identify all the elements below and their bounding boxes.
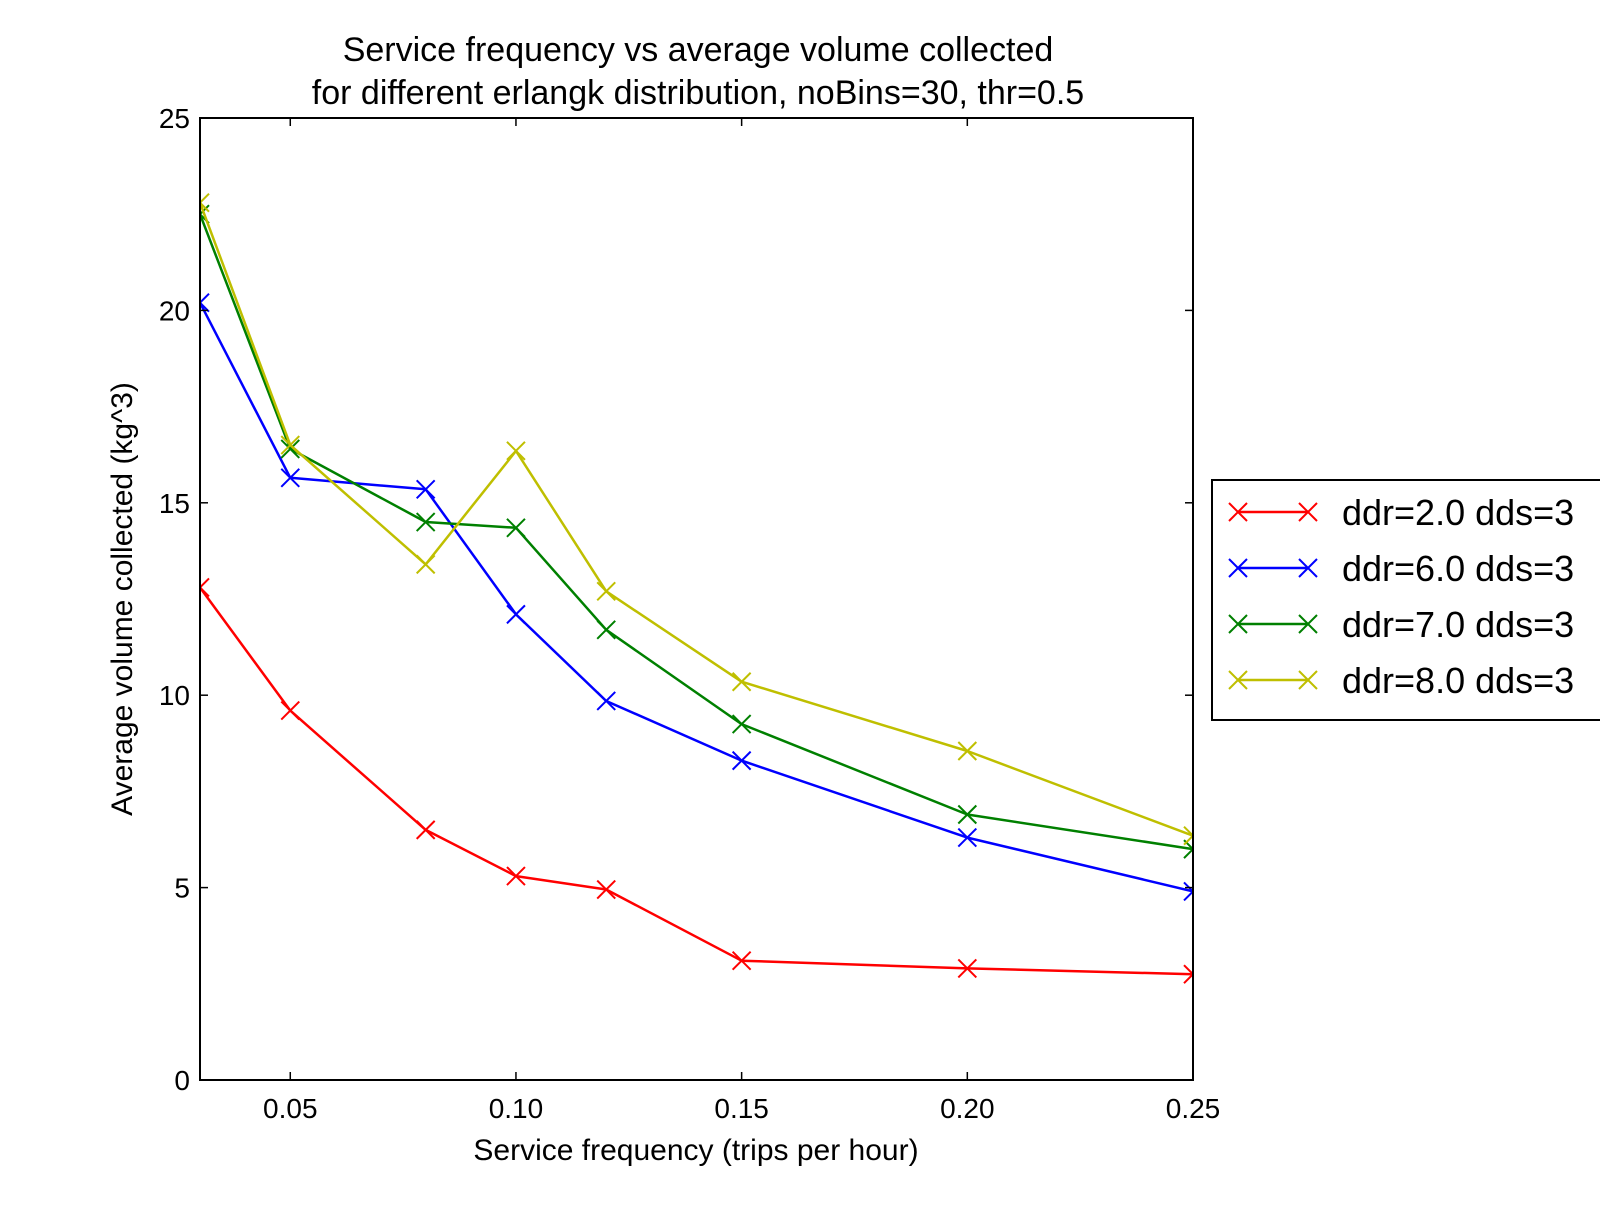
data-point — [1183, 825, 1193, 846]
y-tick-label: 20 — [159, 295, 190, 326]
x-tick-label: 0.15 — [714, 1093, 769, 1124]
x-axis-label: Service frequency (trips per hour) — [473, 1134, 918, 1167]
data-point — [280, 468, 300, 488]
data-point — [506, 441, 526, 461]
data-point — [280, 439, 300, 459]
data-point — [731, 750, 752, 771]
series-1 — [200, 577, 1193, 984]
x-axis-ticks: 0.05 0.10 0.15 0.20 0.25 — [263, 118, 1220, 1124]
legend-item: ddr=6.0 dds=3 — [1228, 548, 1574, 589]
data-point — [731, 714, 752, 734]
data-point — [200, 292, 210, 313]
data-point — [957, 827, 978, 848]
data-point — [731, 672, 752, 692]
data-point — [415, 554, 436, 575]
data-point — [596, 879, 616, 900]
legend-marker — [1228, 558, 1248, 578]
y-tick-label: 10 — [159, 680, 190, 711]
data-point — [1183, 839, 1193, 859]
legend-label: ddr=2.0 dds=3 — [1342, 492, 1574, 533]
y-tick-label: 5 — [174, 873, 190, 904]
x-tick-label: 0.25 — [1166, 1093, 1221, 1124]
x-tick-label: 0.10 — [489, 1093, 544, 1124]
data-point — [1183, 881, 1193, 902]
y-axis-label: Average volume collected (kg^3) — [106, 382, 139, 816]
legend-label: ddr=8.0 dds=3 — [1342, 660, 1574, 701]
data-point — [957, 958, 978, 979]
chart-title: Service frequency vs average volume coll… — [343, 31, 1054, 69]
legend-item: ddr=7.0 dds=3 — [1228, 604, 1574, 645]
legend: ddr=2.0 dds=3 ddr=6.0 dds=3 ddr=7.0 dds=3 d… — [1211, 479, 1600, 721]
series-line-2 — [200, 302, 1193, 893]
legend-marker — [1298, 502, 1318, 522]
series-3 — [200, 204, 1193, 859]
legend-label: ddr=7.0 dds=3 — [1342, 604, 1574, 645]
x-tick-label: 0.05 — [263, 1093, 318, 1124]
data-point — [596, 620, 616, 640]
y-axis-ticks: 0 5 10 15 20 25 — [159, 103, 1193, 1096]
series-line-4 — [200, 202, 1193, 837]
y-tick-label: 0 — [174, 1065, 190, 1096]
legend-marker — [1228, 614, 1248, 634]
data-point — [957, 804, 978, 825]
y-tick-label: 15 — [159, 488, 190, 519]
data-point — [506, 866, 526, 886]
series-line-3 — [200, 213, 1193, 851]
data-point — [200, 577, 210, 598]
data-point — [596, 691, 616, 711]
legend-marker — [1298, 558, 1318, 578]
series-4 — [200, 192, 1193, 846]
chart-subtitle: for different erlangk distribution, noBi… — [312, 74, 1084, 112]
y-tick-label: 25 — [159, 103, 190, 134]
data-point — [506, 518, 526, 538]
data-point — [280, 700, 300, 721]
data-point — [200, 192, 210, 213]
data-point — [415, 820, 436, 840]
legend-marker — [1228, 670, 1248, 690]
legend-label: ddr=6.0 dds=3 — [1342, 548, 1574, 589]
data-point — [415, 512, 436, 532]
data-point — [280, 435, 300, 455]
legend-item: ddr=8.0 dds=3 — [1228, 660, 1574, 701]
plot-frame — [199, 117, 1194, 1081]
plot-series — [200, 192, 1193, 984]
legend-marker — [1228, 502, 1248, 522]
series-2 — [200, 292, 1193, 902]
data-point — [596, 581, 616, 602]
legend-marker — [1298, 670, 1318, 690]
data-point — [415, 479, 436, 500]
legend-marker — [1298, 614, 1318, 634]
series-line-1 — [200, 586, 1193, 976]
data-point — [957, 741, 978, 761]
data-point — [731, 951, 752, 971]
legend-item: ddr=2.0 dds=3 — [1228, 492, 1574, 533]
data-point — [506, 604, 526, 625]
x-tick-label: 0.20 — [940, 1093, 995, 1124]
data-point — [1183, 964, 1193, 984]
